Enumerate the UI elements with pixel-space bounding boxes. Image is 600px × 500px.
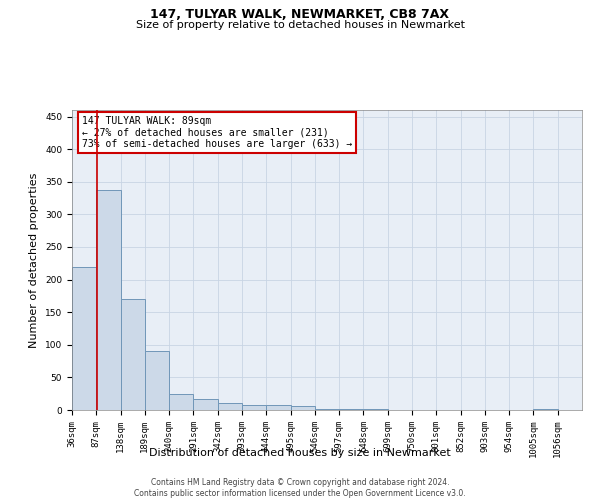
Bar: [145, 352, 169, 410]
Text: 147, TULYAR WALK, NEWMARKET, CB8 7AX: 147, TULYAR WALK, NEWMARKET, CB8 7AX: [151, 8, 449, 20]
Bar: [193, 399, 218, 410]
Bar: [169, 394, 193, 410]
Bar: [96, 190, 121, 410]
Bar: [266, 406, 290, 410]
Text: 147 TULYAR WALK: 89sqm
← 27% of detached houses are smaller (231)
73% of semi-de: 147 TULYAR WALK: 89sqm ← 27% of detached…: [82, 116, 352, 149]
Bar: [315, 408, 339, 410]
Bar: [218, 404, 242, 410]
Text: Distribution of detached houses by size in Newmarket: Distribution of detached houses by size …: [149, 448, 451, 458]
Text: Contains HM Land Registry data © Crown copyright and database right 2024.
Contai: Contains HM Land Registry data © Crown c…: [134, 478, 466, 498]
Bar: [121, 299, 145, 410]
Y-axis label: Number of detached properties: Number of detached properties: [29, 172, 40, 348]
Bar: [290, 406, 315, 410]
Bar: [242, 405, 266, 410]
Text: Size of property relative to detached houses in Newmarket: Size of property relative to detached ho…: [136, 20, 464, 30]
Bar: [72, 266, 96, 410]
